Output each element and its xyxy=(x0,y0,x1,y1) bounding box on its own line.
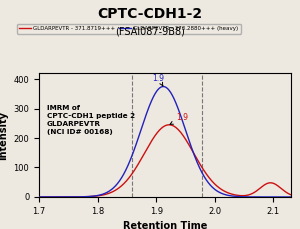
Text: (FSAI087-9B8): (FSAI087-9B8) xyxy=(115,26,185,36)
Text: 1.9: 1.9 xyxy=(153,74,165,86)
Text: IMRM of
CPTC-CDH1 peptide 2
GLDARPEVTR
(NCI ID# 00168): IMRM of CPTC-CDH1 peptide 2 GLDARPEVTR (… xyxy=(46,105,135,135)
Text: CPTC-CDH1-2: CPTC-CDH1-2 xyxy=(98,7,202,21)
Legend: GLDARPEVTR - 371.8719+++, GLDARPEVTR - 373.2880+++ (heavy): GLDARPEVTR - 371.8719+++, GLDARPEVTR - 3… xyxy=(16,24,241,34)
X-axis label: Retention Time: Retention Time xyxy=(123,221,207,229)
Y-axis label: Intensity: Intensity xyxy=(0,111,8,160)
Text: 1.9: 1.9 xyxy=(170,113,188,124)
